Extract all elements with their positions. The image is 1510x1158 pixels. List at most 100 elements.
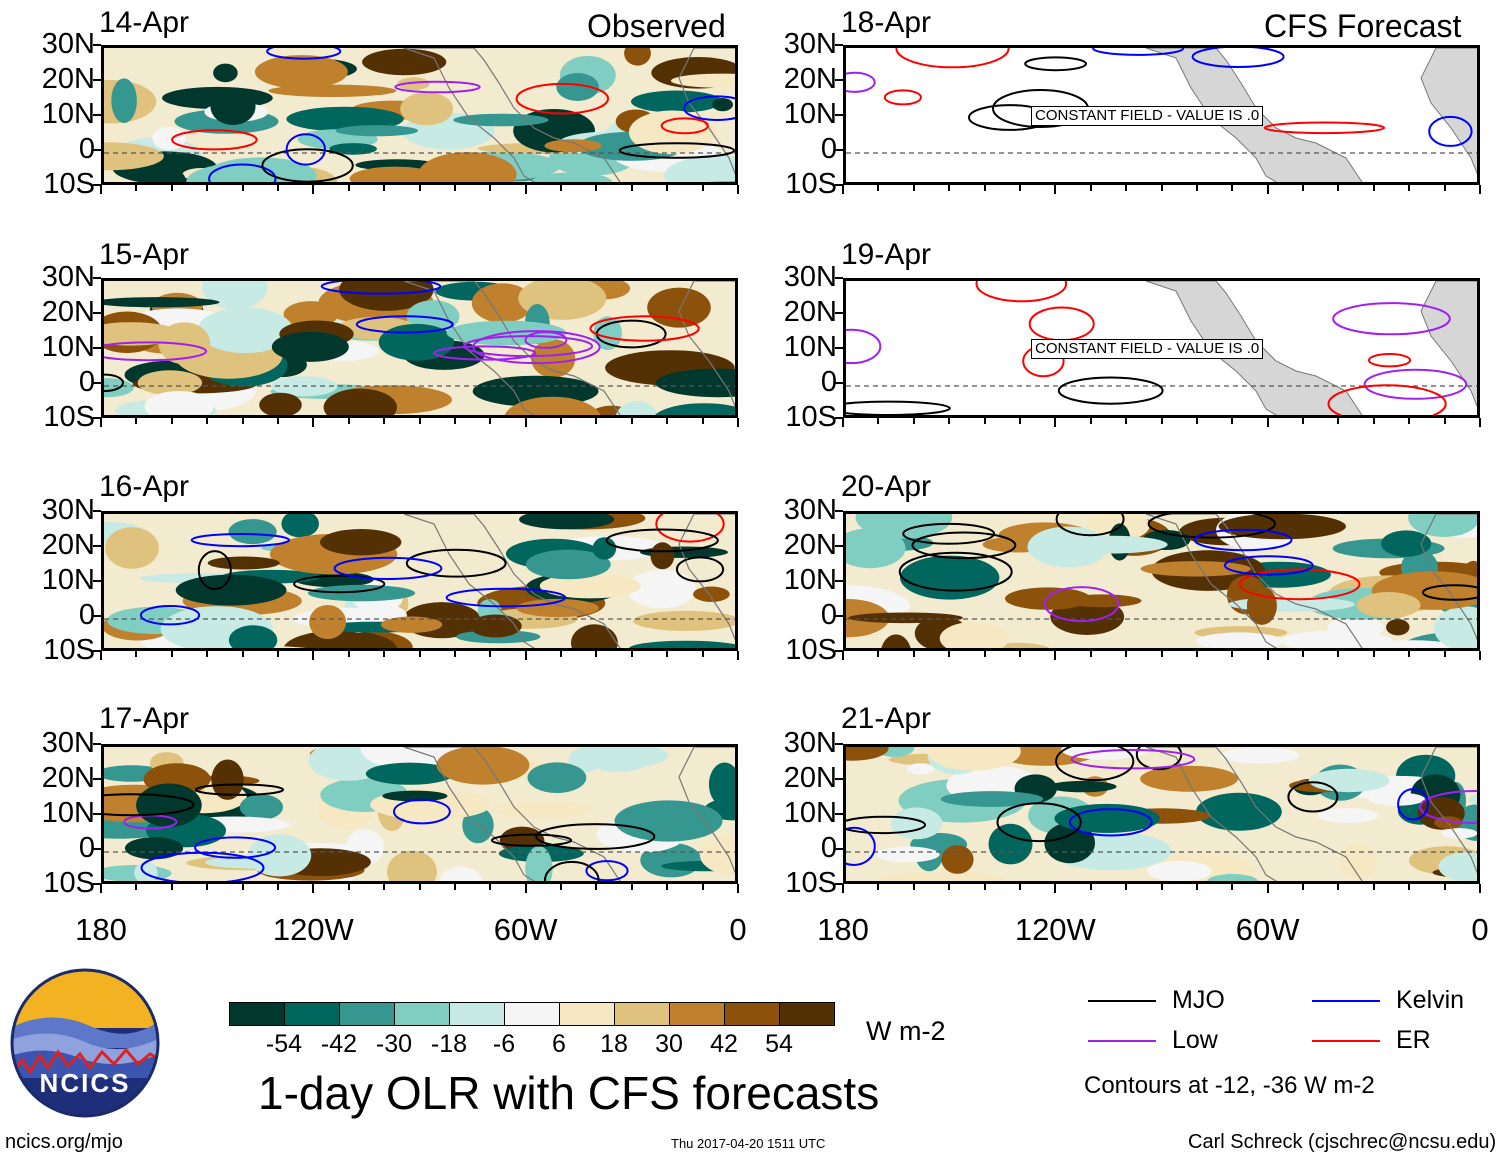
x-tick	[1054, 651, 1057, 660]
logo-text: NCICS	[39, 1068, 131, 1098]
olr-anomaly-cell	[197, 307, 294, 354]
colorbar-label: 30	[655, 1030, 683, 1058]
olr-anomaly-cell	[664, 155, 735, 182]
x-tick	[206, 185, 209, 191]
x-tick	[1302, 185, 1305, 191]
x-tick	[241, 185, 244, 191]
coastline-africa	[678, 747, 735, 874]
olr-anomaly-cell	[104, 142, 164, 171]
y-tick	[93, 277, 101, 279]
kelvin-contour	[140, 851, 265, 881]
olr-anomaly-cell	[1196, 792, 1282, 831]
colorbar-label: -42	[320, 1030, 358, 1058]
coastline-africa	[1420, 514, 1477, 641]
x-tick	[877, 185, 880, 191]
colorbar-label: 18	[600, 1030, 628, 1058]
olr-anomaly-cell	[207, 556, 280, 570]
y-tick-label: 0	[820, 366, 837, 398]
olr-anomaly-cell	[471, 283, 534, 323]
y-tick	[93, 813, 101, 815]
olr-anomaly-cell	[693, 586, 730, 602]
x-tick	[1160, 185, 1163, 191]
y-tick-label: 10N	[41, 331, 95, 363]
x-tick	[1266, 418, 1269, 427]
olr-anomaly-cell	[712, 98, 733, 112]
x-tick	[383, 651, 386, 657]
x-tick	[595, 651, 598, 657]
olr-anomaly-cell	[941, 845, 974, 874]
olr-panel	[101, 744, 738, 884]
x-tick	[560, 418, 563, 424]
x-tick	[630, 418, 633, 424]
olr-map	[846, 48, 1477, 182]
x-tick	[1337, 418, 1340, 424]
land-africa	[1420, 281, 1477, 408]
x-tick	[347, 884, 350, 890]
mjo-contour	[1055, 747, 1135, 782]
olr-anomaly-cell	[228, 625, 278, 648]
x-tick	[312, 418, 315, 427]
x-tick	[701, 884, 704, 890]
legend-label-low: Low	[1172, 1026, 1218, 1054]
x-tick	[135, 418, 138, 424]
x-tick	[1302, 418, 1305, 424]
olr-panel: CONSTANT FIELD - VALUE IS .0	[843, 45, 1480, 185]
x-tick	[135, 651, 138, 657]
x-tick	[383, 884, 386, 890]
y-tick-label: 0	[78, 599, 95, 631]
olr-anomaly-cell	[875, 846, 940, 863]
olr-anomaly-cell	[593, 316, 622, 351]
er-contour	[589, 315, 700, 342]
colorbar-label: -54	[265, 1030, 303, 1058]
olr-anomaly-cell	[259, 392, 302, 415]
x-tick	[276, 185, 279, 191]
y-tick-label: 30N	[41, 727, 95, 759]
olr-anomaly-cell	[1308, 768, 1390, 793]
low-contour	[1419, 790, 1477, 824]
y-tick-label: 10S	[43, 867, 95, 899]
olr-anomaly-cell	[1027, 526, 1109, 568]
olr-anomaly-cell	[1441, 828, 1477, 839]
y-tick-label: 10N	[783, 797, 837, 829]
x-tick	[100, 651, 102, 660]
x-tick	[276, 651, 279, 657]
low-contour	[524, 331, 568, 349]
panel-date: 18-Apr	[841, 6, 932, 39]
x-tick	[983, 418, 986, 424]
x-tick	[383, 418, 386, 424]
mjo-contour	[898, 551, 1013, 592]
olr-anomaly-cell	[516, 598, 599, 618]
kelvin-contour	[1428, 115, 1473, 147]
x-tick	[1266, 651, 1269, 660]
x-tick	[560, 651, 563, 657]
olr-anomaly-cell	[939, 621, 1009, 648]
mjo-contour	[104, 793, 195, 817]
x-tick	[524, 651, 527, 660]
y-tick	[835, 44, 843, 46]
y-tick	[835, 184, 843, 186]
y-tick-label: 10N	[783, 98, 837, 130]
y-tick-label: 20N	[783, 63, 837, 95]
x-tick	[595, 185, 598, 191]
low-contour	[846, 71, 876, 93]
y-tick	[93, 580, 101, 582]
mjo-contour	[1147, 514, 1276, 539]
y-tick	[835, 417, 843, 419]
y-tick	[93, 883, 101, 885]
y-tick	[835, 883, 843, 885]
x-tick	[100, 185, 102, 194]
olr-anomaly-cell	[105, 527, 159, 569]
y-tick-label: 10N	[41, 98, 95, 130]
ncics-logo: NCICS	[10, 968, 160, 1118]
x-tick	[1018, 418, 1021, 424]
panel-date: 21-Apr	[841, 702, 932, 735]
low-contour	[394, 80, 481, 94]
y-tick-label: 10S	[43, 168, 95, 200]
olr-anomaly-cell	[1196, 632, 1283, 648]
coastline-africa	[678, 514, 735, 641]
x-tick	[1125, 884, 1128, 890]
olr-anomaly-cell	[890, 807, 943, 840]
x-tick	[1443, 185, 1446, 191]
x-tick	[1479, 884, 1481, 893]
colorbar-swatch	[724, 1002, 780, 1026]
